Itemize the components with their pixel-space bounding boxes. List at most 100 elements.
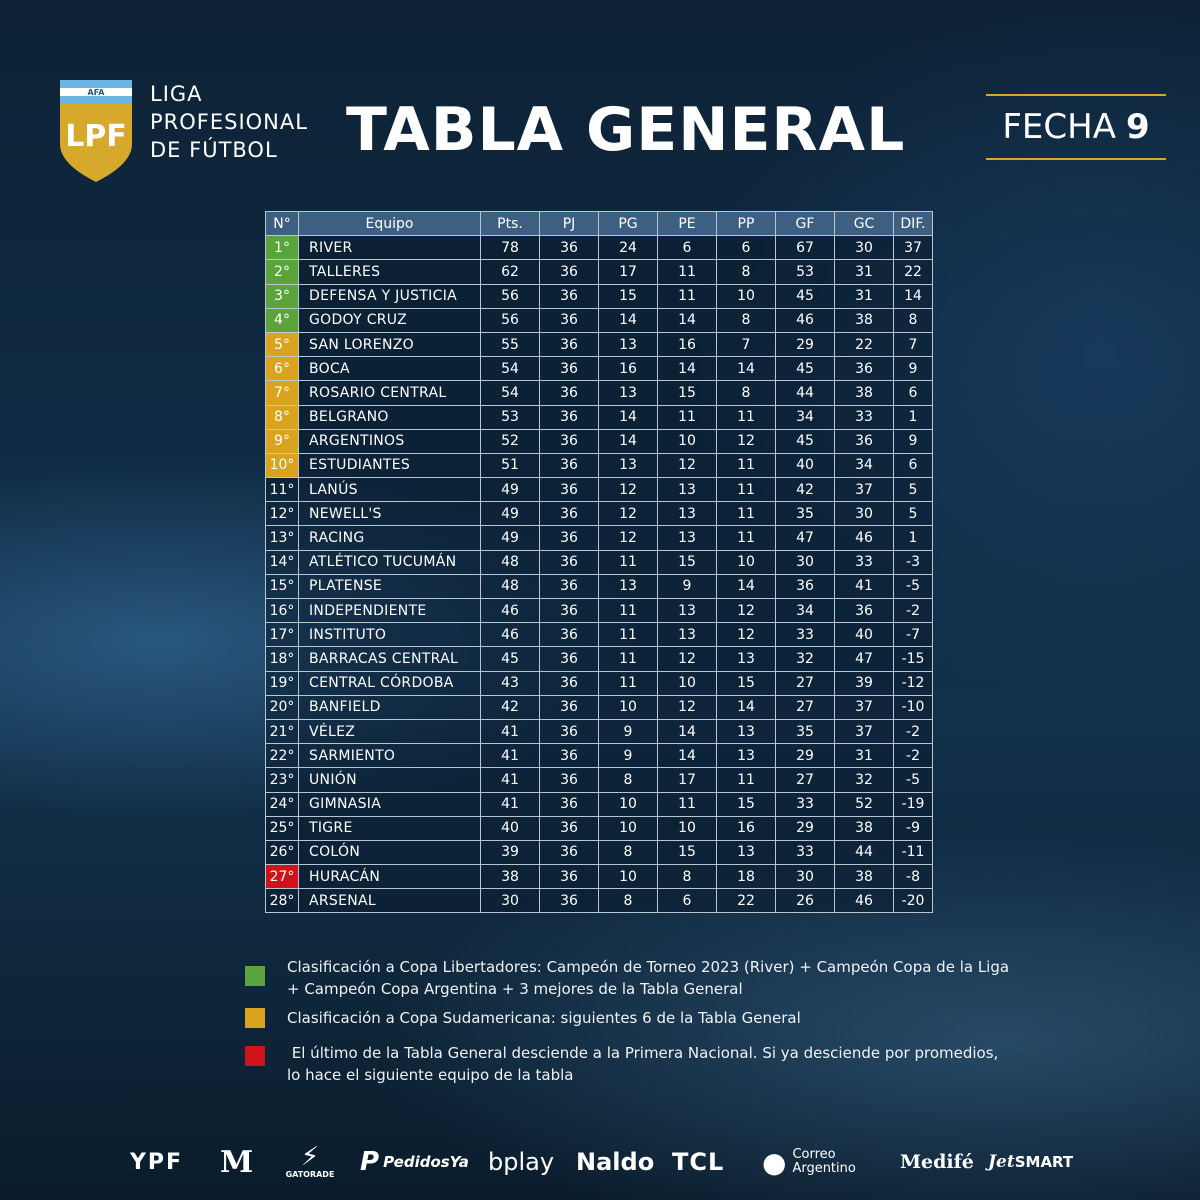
- cell-pts: 54: [480, 380, 540, 406]
- cell-pg: 8: [598, 888, 658, 914]
- cell-team: ATLÉTICO TUCUMÁN: [298, 549, 481, 575]
- cell-pos: 27°: [265, 864, 299, 890]
- cell-gf: 26: [775, 888, 835, 914]
- cell-pp: 15: [716, 670, 776, 696]
- standings-table: N° Equipo Pts. PJ PG PE PP GF GC DIF. 1°…: [265, 210, 933, 914]
- table-row: 1° RIVER 78 36 24 6 6 67 30 37: [265, 235, 933, 261]
- table-row: 24° GIMNASIA 41 36 10 11 15 33 52 -19: [265, 791, 933, 817]
- cell-pp: 10: [716, 549, 776, 575]
- cell-pos: 13°: [265, 525, 299, 551]
- cell-pos: 1°: [265, 235, 299, 261]
- cell-pp: 13: [716, 743, 776, 769]
- table-row: 8° BELGRANO 53 36 14 11 11 34 33 1: [265, 404, 933, 430]
- cell-pp: 11: [716, 767, 776, 793]
- col-header-pj: PJ: [539, 210, 599, 237]
- cell-pg: 8: [598, 767, 658, 793]
- cell-pos: 14°: [265, 549, 299, 575]
- table-row: 21° VÉLEZ 41 36 9 14 13 35 37 -2: [265, 718, 933, 745]
- legend-yellow-swatch: [245, 1008, 265, 1028]
- cell-gf: 33: [775, 791, 835, 817]
- cell-pts: 48: [480, 573, 540, 600]
- cell-gc: 38: [834, 380, 894, 406]
- cell-pp: 12: [716, 622, 776, 648]
- col-header-pe: PE: [657, 210, 717, 237]
- cell-team: GIMNASIA: [298, 791, 481, 817]
- cell-pp: 13: [716, 646, 776, 672]
- cell-pp: 11: [716, 477, 776, 503]
- table-row: 19° CENTRAL CÓRDOBA 43 36 11 10 15 27 39 -12: [265, 670, 933, 696]
- cell-pg: 11: [598, 597, 658, 624]
- cell-gc: 46: [834, 525, 894, 551]
- cell-gf: 36: [775, 573, 835, 600]
- cell-dif: 6: [893, 452, 933, 479]
- cell-pts: 38: [480, 864, 540, 890]
- cell-gc: 41: [834, 573, 894, 600]
- cell-gc: 31: [834, 283, 894, 309]
- table-row: 13° RACING 49 36 12 13 11 47 46 1: [265, 525, 933, 551]
- cell-team: GODOY CRUZ: [298, 307, 481, 333]
- table-row: 26° COLÓN 39 36 8 15 13 33 44 -11: [265, 839, 933, 866]
- cell-gf: 32: [775, 646, 835, 672]
- cell-pts: 45: [480, 646, 540, 672]
- lpf-logo: AFA LPF LIGA PROFESIONAL DE FÚTBOL: [56, 74, 307, 184]
- cell-pos: 17°: [265, 622, 299, 648]
- cell-dif: -2: [893, 743, 933, 769]
- cell-pp: 8: [716, 307, 776, 333]
- cell-pg: 14: [598, 428, 658, 454]
- cell-pj: 36: [539, 839, 599, 866]
- cell-gc: 37: [834, 718, 894, 745]
- correo-logo-icon: ●: [762, 1145, 787, 1179]
- sponsor-correo-argentino: ● Correo Argentino: [762, 1145, 856, 1179]
- cell-pts: 56: [480, 283, 540, 309]
- legend-red-swatch: [245, 1046, 265, 1066]
- pedidosya-p-icon: P: [360, 1147, 380, 1177]
- sponsor-bplay: bplay: [488, 1148, 555, 1176]
- cell-pg: 10: [598, 815, 658, 841]
- cell-pj: 36: [539, 283, 599, 309]
- table-header-row: N° Equipo Pts. PJ PG PE PP GF GC DIF.: [265, 210, 933, 237]
- col-header-gf: GF: [775, 210, 835, 237]
- cell-pe: 17: [657, 767, 717, 793]
- cell-gc: 38: [834, 864, 894, 890]
- cell-pg: 16: [598, 356, 658, 382]
- cell-pos: 16°: [265, 597, 299, 624]
- cell-pj: 36: [539, 331, 599, 358]
- cell-team: INSTITUTO: [298, 622, 481, 648]
- cell-team: TALLERES: [298, 259, 481, 285]
- cell-pg: 14: [598, 404, 658, 430]
- cell-pe: 11: [657, 791, 717, 817]
- cell-pj: 36: [539, 743, 599, 769]
- cell-team: ARSENAL: [298, 888, 481, 914]
- cell-pe: 15: [657, 549, 717, 575]
- cell-pg: 13: [598, 380, 658, 406]
- cell-pj: 36: [539, 718, 599, 745]
- cell-pos: 5°: [265, 331, 299, 358]
- cell-pj: 36: [539, 597, 599, 624]
- cell-pp: 14: [716, 356, 776, 382]
- cell-gf: 33: [775, 622, 835, 648]
- cell-team: BOCA: [298, 356, 481, 382]
- cell-gc: 36: [834, 428, 894, 454]
- cell-pe: 12: [657, 646, 717, 672]
- cell-pj: 36: [539, 501, 599, 527]
- cell-gf: 46: [775, 307, 835, 333]
- table-row: 7° ROSARIO CENTRAL 54 36 13 15 8 44 38 6: [265, 380, 933, 406]
- cell-pos: 22°: [265, 743, 299, 769]
- table-row: 22° SARMIENTO 41 36 9 14 13 29 31 -2: [265, 743, 933, 769]
- cell-pts: 51: [480, 452, 540, 479]
- cell-pe: 10: [657, 428, 717, 454]
- cell-pg: 10: [598, 864, 658, 890]
- cell-pp: 14: [716, 694, 776, 720]
- cell-pe: 14: [657, 356, 717, 382]
- sponsor-gatorade: ⚡ GATORADE: [285, 1142, 335, 1179]
- sponsor-ypf: YPF: [130, 1149, 184, 1175]
- col-header-team: Equipo: [298, 210, 481, 237]
- cell-dif: 22: [893, 259, 933, 285]
- legend-sudamericana: Clasificación a Copa Sudamericana: sigui…: [245, 1007, 1145, 1031]
- table-row: 27° HURACÁN 38 36 10 8 18 30 38 -8: [265, 864, 933, 890]
- gatorade-bolt-icon: ⚡: [300, 1142, 320, 1172]
- cell-pe: 8: [657, 864, 717, 890]
- cell-pj: 36: [539, 356, 599, 382]
- col-header-pp: PP: [716, 210, 776, 237]
- col-header-gc: GC: [834, 210, 894, 237]
